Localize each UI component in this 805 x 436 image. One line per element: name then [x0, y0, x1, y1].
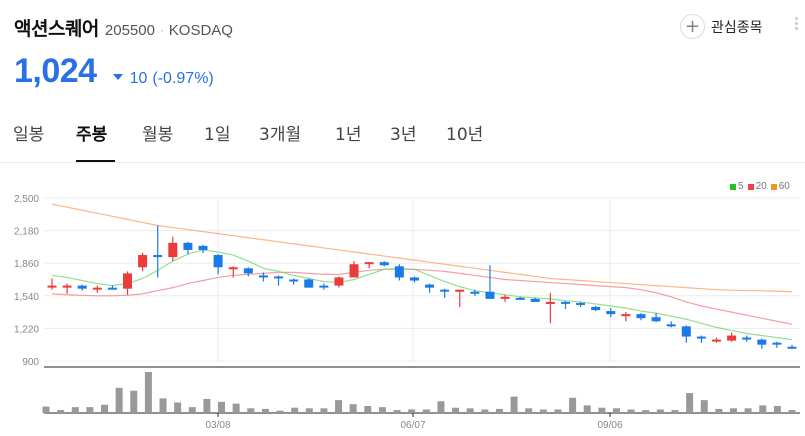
tab-1day[interactable]: 1일 [204, 125, 231, 145]
svg-text:03/08: 03/08 [205, 420, 230, 431]
stock-code: 205500 [104, 22, 155, 39]
tab-1year[interactable]: 1년 [335, 125, 362, 145]
stock-name: 액션스퀘어 [14, 18, 99, 40]
current-price: 1,024 [14, 52, 97, 90]
chart-legend: 5 20 60 [726, 181, 790, 192]
change-amount: 10 [129, 70, 148, 87]
svg-text:1,220: 1,220 [14, 324, 39, 335]
tab-10year[interactable]: 10년 [446, 125, 484, 145]
svg-text:2,500: 2,500 [14, 194, 39, 205]
separator: · [159, 24, 164, 38]
legend-ma60: 60 [778, 181, 790, 192]
down-triangle-icon [112, 74, 123, 80]
plus-icon: + [680, 14, 705, 39]
price-row: 1,024 10 (-0.97%) [14, 52, 214, 91]
stock-header: 액션스퀘어 205500 · KOSDAQ [14, 14, 233, 41]
svg-text:1,540: 1,540 [14, 292, 39, 303]
legend-swatch-ma20 [747, 183, 754, 190]
tab-monthly[interactable]: 월봉 [142, 125, 174, 145]
change-percent: (-0.97%) [152, 70, 214, 87]
tab-3month[interactable]: 3개월 [259, 125, 302, 145]
watchlist-label: 관심종목 [711, 19, 763, 36]
legend-ma20: 20 [755, 181, 767, 192]
legend-ma5: 5 [738, 181, 744, 192]
svg-text:2,180: 2,180 [14, 227, 39, 238]
tab-weekly[interactable]: 주봉 [76, 125, 108, 145]
svg-text:900: 900 [22, 357, 39, 368]
legend-swatch-ma5 [730, 183, 736, 190]
svg-text:06/07: 06/07 [400, 420, 425, 431]
svg-text:1,860: 1,860 [14, 259, 39, 270]
active-tab-indicator [76, 160, 115, 162]
tab-3year[interactable]: 3년 [390, 125, 417, 145]
svg-text:09/06: 09/06 [597, 420, 622, 431]
price-change: 10 (-0.97%) [112, 70, 214, 88]
watchlist-button[interactable]: + 관심종목 [680, 14, 763, 39]
more-vertical-icon[interactable] [795, 17, 798, 32]
market-label: KOSDAQ [168, 22, 233, 39]
legend-swatch-ma60 [770, 183, 777, 190]
tab-daily[interactable]: 일봉 [13, 125, 45, 145]
period-tabs: 일봉 주봉 월봉 1일 3개월 1년 3년 10년 [0, 116, 805, 163]
